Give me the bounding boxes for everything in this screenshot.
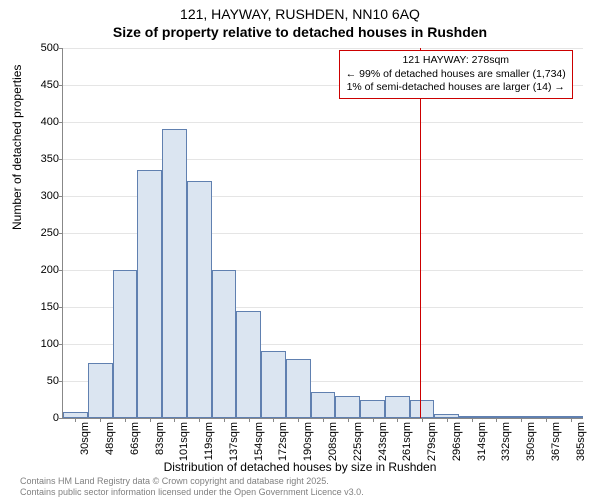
histogram-bar [187,181,212,418]
histogram-bar [311,392,336,418]
xtick-mark [397,418,398,422]
histogram-bar [286,359,311,418]
xtick-mark [348,418,349,422]
xtick-label: 119sqm [203,422,215,460]
xtick-mark [496,418,497,422]
ytick-label: 500 [29,42,59,54]
xtick-label: 332sqm [500,422,512,461]
xtick-mark [100,418,101,422]
ytick-label: 0 [29,412,59,424]
xtick-label: 66sqm [129,422,141,455]
y-axis-label: Number of detached properties [10,65,24,230]
histogram-bar [212,270,237,418]
xtick-mark [521,418,522,422]
gridline [63,48,583,49]
histogram-bar [88,363,113,419]
x-axis-label: Distribution of detached houses by size … [0,460,600,474]
xtick-mark [298,418,299,422]
ytick-mark [59,307,63,308]
xtick-label: 48sqm [104,422,116,455]
ytick-label: 250 [29,227,59,239]
ytick-label: 100 [29,338,59,350]
histogram-bar [162,129,187,418]
chart-area: 05010015020025030035040045050030sqm48sqm… [62,48,582,418]
xtick-mark [571,418,572,422]
footer-line2: Contains public sector information licen… [20,487,364,498]
xtick-label: 350sqm [525,422,537,461]
xtick-label: 367sqm [550,422,562,461]
annotation-line1: 121 HAYWAY: 278sqm [346,54,566,68]
xtick-mark [323,418,324,422]
marker-line [420,48,421,418]
xtick-mark [150,418,151,422]
xtick-label: 296sqm [451,422,463,461]
ytick-mark [59,270,63,271]
footer-attribution: Contains HM Land Registry data © Crown c… [20,476,364,498]
xtick-mark [422,418,423,422]
ytick-mark [59,344,63,345]
xtick-mark [273,418,274,422]
xtick-mark [174,418,175,422]
histogram-bar [410,400,435,419]
xtick-label: 243sqm [377,422,389,461]
ytick-label: 450 [29,79,59,91]
xtick-label: 261sqm [401,422,413,461]
xtick-label: 101sqm [178,422,190,461]
xtick-mark [249,418,250,422]
ytick-label: 300 [29,190,59,202]
histogram-bar [113,270,138,418]
ytick-mark [59,159,63,160]
xtick-label: 385sqm [575,422,587,461]
ytick-label: 400 [29,116,59,128]
xtick-mark [75,418,76,422]
xtick-label: 83sqm [154,422,166,455]
ytick-mark [59,418,63,419]
xtick-mark [125,418,126,422]
xtick-label: 225sqm [352,422,364,461]
histogram-bar [261,351,286,418]
ytick-label: 200 [29,264,59,276]
histogram-bar [360,400,385,419]
annotation-box: 121 HAYWAY: 278sqm ← 99% of detached hou… [339,50,573,99]
annotation-line3: 1% of semi-detached houses are larger (1… [346,81,566,95]
xtick-mark [373,418,374,422]
xtick-label: 137sqm [228,422,240,461]
histogram-bar [137,170,162,418]
xtick-label: 154sqm [253,422,265,461]
ytick-mark [59,122,63,123]
xtick-label: 172sqm [277,422,289,461]
xtick-label: 30sqm [79,422,91,455]
histogram-bar [385,396,410,418]
plot-region: 05010015020025030035040045050030sqm48sqm… [62,48,583,419]
xtick-label: 190sqm [302,422,314,461]
ytick-label: 50 [29,375,59,387]
histogram-bar [335,396,360,418]
ytick-mark [59,196,63,197]
chart-container: 121, HAYWAY, RUSHDEN, NN10 6AQ Size of p… [0,0,600,500]
histogram-bar [236,311,261,418]
xtick-mark [447,418,448,422]
ytick-mark [59,85,63,86]
ytick-label: 150 [29,301,59,313]
chart-title-address: 121, HAYWAY, RUSHDEN, NN10 6AQ [0,0,600,22]
xtick-mark [199,418,200,422]
chart-title-desc: Size of property relative to detached ho… [0,22,600,40]
ytick-label: 350 [29,153,59,165]
gridline [63,159,583,160]
xtick-mark [224,418,225,422]
xtick-mark [546,418,547,422]
xtick-label: 314sqm [476,422,488,461]
ytick-mark [59,233,63,234]
ytick-mark [59,48,63,49]
gridline [63,122,583,123]
xtick-mark [472,418,473,422]
annotation-line2: ← 99% of detached houses are smaller (1,… [346,68,566,82]
xtick-label: 208sqm [327,422,339,461]
xtick-label: 279sqm [426,422,438,461]
ytick-mark [59,381,63,382]
footer-line1: Contains HM Land Registry data © Crown c… [20,476,364,487]
